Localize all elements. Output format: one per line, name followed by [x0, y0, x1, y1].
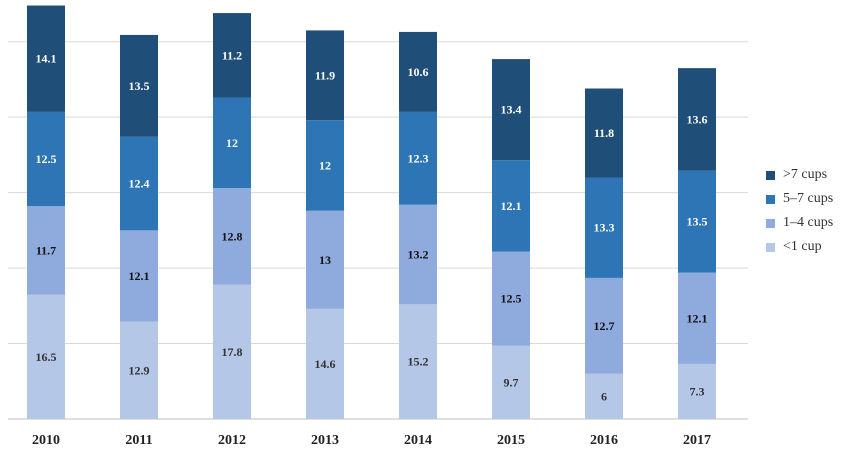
- data-label-2012-0: 17.8: [222, 345, 243, 359]
- data-label-2017-2: 13.5: [687, 215, 708, 229]
- bar-segment-2013-3: [306, 30, 344, 121]
- data-label-2013-0: 14.6: [315, 357, 336, 371]
- data-label-2017-1: 12.1: [687, 311, 708, 325]
- legend-swatch: [766, 242, 775, 252]
- bar-segment-2014-2: [399, 111, 437, 205]
- bar-segment-2015-2: [492, 160, 530, 252]
- bar-segment-2014-3: [399, 31, 437, 112]
- bar-segment-2015-1: [492, 251, 530, 346]
- data-label-2015-1: 12.5: [501, 292, 522, 306]
- bar-segment-2016-0: [585, 373, 623, 419]
- bar-segment-2011-2: [120, 136, 158, 231]
- data-label-2012-1: 12.8: [222, 229, 243, 243]
- bar-segment-2012-3: [213, 13, 251, 98]
- data-label-2013-1: 13: [319, 253, 331, 267]
- data-label-2013-3: 11.9: [315, 68, 335, 82]
- bar-segment-2011-3: [120, 34, 158, 137]
- data-label-2017-3: 13.6: [687, 112, 708, 126]
- x-tick-label-2017: 2017: [683, 433, 711, 448]
- data-label-2011-0: 12.9: [129, 363, 150, 377]
- legend-label: 5–7 cups: [783, 191, 834, 206]
- legend-item: 5–7 cups: [766, 187, 833, 211]
- bar-segment-2011-0: [120, 321, 158, 419]
- x-tick-label-2014: 2014: [404, 433, 432, 448]
- bar-segment-2017-0: [678, 363, 716, 419]
- x-tick-label-2015: 2015: [497, 433, 525, 448]
- bar-segment-2010-2: [27, 111, 65, 207]
- x-tick-label-2011: 2011: [125, 433, 152, 448]
- legend-swatch: [766, 218, 775, 228]
- bar-segment-2017-2: [678, 170, 716, 273]
- data-label-2010-1: 11.7: [36, 243, 56, 257]
- bar-segment-2013-0: [306, 308, 344, 419]
- data-label-2013-2: 12: [319, 158, 331, 172]
- x-tick-label-2016: 2016: [590, 433, 618, 448]
- x-tick-label-2013: 2013: [311, 433, 339, 448]
- bar-segment-2012-2: [213, 97, 251, 189]
- legend-swatch: [766, 194, 775, 204]
- bar-segment-2014-1: [399, 204, 437, 305]
- data-label-2016-2: 13.3: [594, 221, 615, 235]
- data-label-2016-0: 6: [601, 389, 607, 403]
- bar-segment-2010-0: [27, 294, 65, 419]
- legend-item: >7 cups: [766, 163, 833, 187]
- data-label-2014-0: 15.2: [408, 355, 429, 369]
- data-label-2015-0: 9.7: [504, 375, 519, 389]
- x-tick-label-2012: 2012: [218, 433, 246, 448]
- bar-segment-2017-3: [678, 68, 716, 171]
- bar-segment-2010-1: [27, 206, 65, 295]
- data-label-2010-0: 16.5: [36, 350, 57, 364]
- bar-segment-2015-3: [492, 59, 530, 161]
- legend-label: 1–4 cups: [783, 215, 834, 230]
- bar-segment-2012-1: [213, 188, 251, 285]
- bar-segment-2015-0: [492, 345, 530, 419]
- data-label-2012-2: 12: [226, 136, 238, 150]
- bar-segment-2013-1: [306, 210, 344, 309]
- data-label-2011-3: 13.5: [129, 79, 150, 93]
- bar-segment-2010-3: [27, 5, 65, 112]
- data-label-2014-3: 10.6: [408, 65, 429, 79]
- data-label-2016-3: 11.8: [594, 126, 614, 140]
- data-label-2015-2: 12.1: [501, 199, 522, 213]
- data-label-2012-3: 11.2: [222, 48, 242, 62]
- bar-segment-2014-0: [399, 304, 437, 419]
- data-label-2017-0: 7.3: [690, 384, 705, 398]
- legend-label: <1 cup: [783, 239, 822, 254]
- data-label-2011-1: 12.1: [129, 269, 150, 283]
- data-label-2015-3: 13.4: [501, 103, 522, 117]
- data-label-2011-2: 12.4: [129, 177, 150, 191]
- bar-segment-2016-3: [585, 88, 623, 178]
- data-label-2014-1: 13.2: [408, 248, 429, 262]
- bar-segment-2017-1: [678, 272, 716, 364]
- bar-segment-2016-2: [585, 177, 623, 278]
- x-tick-label-2010: 2010: [32, 433, 60, 448]
- bar-segment-2011-1: [120, 230, 158, 322]
- bar-segment-2012-0: [213, 284, 251, 419]
- legend-label: >7 cups: [783, 167, 828, 182]
- legend-item: 1–4 cups: [766, 211, 833, 235]
- legend-swatch: [766, 170, 775, 180]
- legend-item: <1 cup: [766, 235, 833, 259]
- data-label-2010-2: 12.5: [36, 152, 57, 166]
- data-label-2016-1: 12.7: [594, 319, 615, 333]
- bar-segment-2016-1: [585, 277, 623, 374]
- chart-legend: >7 cups 5–7 cups 1–4 cups <1 cup: [766, 163, 833, 259]
- data-label-2014-2: 12.3: [408, 151, 429, 165]
- data-label-2010-3: 14.1: [36, 52, 57, 66]
- bar-segment-2013-2: [306, 120, 344, 211]
